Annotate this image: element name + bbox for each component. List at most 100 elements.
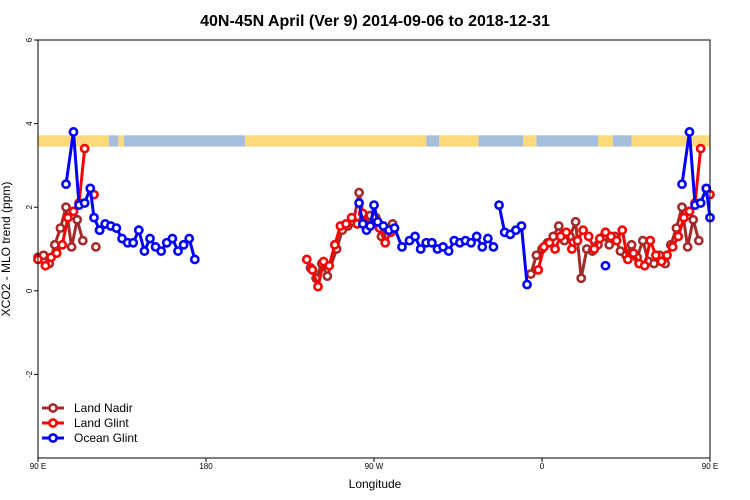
data-point-ocean-glint-2-17 — [443, 246, 454, 256]
data-point-ocean-glint-2-25 — [488, 242, 499, 252]
surface-band-land-12 — [631, 135, 710, 147]
data-point-land-nadir-3-0 — [525, 269, 536, 279]
data-point-land-glint-3-15 — [617, 225, 628, 236]
surface-type-band — [38, 135, 710, 147]
legend-swatch-marker-ocean-glint — [48, 433, 58, 443]
legend-swatch-marker-land-nadir — [48, 403, 58, 413]
x-tick-label-3: 0 — [540, 462, 545, 471]
data-point-land-glint-3-9 — [583, 231, 594, 242]
surface-band-ocean-7 — [478, 135, 524, 147]
data-point-ocean-glint-0-8 — [139, 246, 150, 256]
data-point-land-nadir-0-4 — [55, 223, 66, 233]
data-point-land-glint-3-7 — [572, 235, 583, 246]
legend-label-ocean-glint: Ocean Glint — [74, 431, 138, 445]
plot-area-frame — [37, 39, 711, 459]
axes: 90 E 180 90 W 0 90 E -2 0 2 4 6 — [25, 37, 718, 471]
data-point-ocean-glint-0-13 — [167, 233, 178, 244]
data-point-ocean-glint-2-24 — [482, 233, 493, 244]
data-point-land-glint-3-6 — [566, 244, 577, 254]
data-point-ocean-glint-2-8 — [389, 223, 400, 233]
data-point-land-nadir-0-7 — [72, 214, 83, 225]
data-point-ocean-glint-0-17 — [189, 254, 200, 265]
data-point-land-nadir-0-6 — [66, 242, 77, 252]
surface-band-land-4 — [245, 135, 427, 147]
data-point-land-glint-3-0 — [533, 264, 544, 275]
data-point-ocean-glint-1-5 — [89, 212, 99, 223]
legend-label-land-nadir: Land Nadir — [74, 401, 133, 415]
data-point-ocean-glint-3-0 — [494, 200, 504, 211]
data-point-ocean-glint-2-3 — [365, 221, 376, 231]
y-tick-label-3: 4 — [25, 121, 34, 126]
surface-band-ocean-3 — [123, 135, 246, 147]
data-point-land-glint-2-14 — [380, 237, 391, 248]
data-point-land-glint-3-2 — [544, 237, 555, 248]
x-axis-title: Longitude — [349, 477, 402, 491]
data-point-land-glint-2-5 — [329, 239, 340, 250]
data-point-ocean-glint-0-9 — [145, 233, 155, 244]
data-point-ocean-glint-1-3 — [79, 198, 90, 208]
surface-band-ocean-9 — [536, 135, 598, 147]
data-point-land-glint-3-5 — [561, 227, 572, 238]
data-point-ocean-glint-2-21 — [466, 237, 476, 248]
data-point-land-glint-3-23 — [662, 250, 672, 261]
data-point-land-nadir-3-30 — [693, 235, 704, 246]
data-point-ocean-glint-2-9 — [397, 242, 407, 252]
legend-swatch-marker-land-glint — [48, 418, 58, 428]
data-point-ocean-glint-4-4 — [701, 183, 712, 194]
chart-title: 40N-45N April (Ver 9) 2014-09-06 to 2018… — [200, 13, 550, 30]
data-point-land-nadir-3-5 — [553, 221, 564, 231]
data-point-land-nadir-2-8 — [354, 187, 364, 198]
data-point-land-glint-3-8 — [578, 225, 588, 236]
data-point-land-glint-3-25 — [673, 231, 684, 242]
y-tick-label-2: 2 — [25, 204, 34, 209]
legend-label-land-glint: Land Glint — [74, 416, 129, 430]
data-point-ocean-glint-1-6 — [94, 225, 105, 236]
data-point-ocean-glint-1-4 — [85, 183, 96, 194]
data-point-land-nadir-3-28 — [682, 242, 693, 252]
data-point-ocean-glint-2-23 — [477, 242, 488, 252]
data-point-land-nadir-3-14 — [604, 239, 615, 250]
y-tick-label-4: 6 — [25, 37, 34, 42]
data-point-ocean-glint-0-6 — [128, 237, 139, 248]
data-point-ocean-glint-2-14 — [426, 237, 437, 248]
data-point-land-glint-3-20 — [645, 235, 656, 246]
data-point-land-glint-2-1 — [307, 264, 318, 275]
surface-band-ocean-1 — [108, 135, 119, 147]
y-axis-title: XCO2 - MLO trend (ppm) — [0, 182, 13, 317]
data-point-land-glint-2-0 — [301, 254, 312, 265]
data-point-land-nadir-3-20 — [637, 235, 648, 246]
data-point-land-glint-3-24 — [667, 242, 678, 252]
data-point-land-glint-0-8 — [79, 143, 90, 154]
y-tick-label-1: 0 — [25, 288, 34, 293]
data-point-land-glint-0-1 — [40, 260, 51, 271]
data-point-ocean-glint-0-15 — [178, 239, 189, 250]
data-point-land-nadir-3-1 — [531, 250, 542, 261]
data-point-ocean-glint-2-4 — [369, 200, 379, 211]
data-point-land-glint-2-2 — [313, 281, 323, 292]
data-point-ocean-glint-4-1 — [684, 127, 695, 137]
data-point-ocean-glint-4-0 — [677, 179, 687, 190]
data-point-ocean-glint-0-7 — [133, 225, 144, 236]
data-point-land-glint-3-11 — [594, 233, 605, 244]
plot-series — [33, 127, 715, 292]
data-point-land-glint-3-27 — [684, 206, 695, 217]
data-point-land-nadir-3-9 — [576, 273, 587, 284]
data-point-land-nadir-0-5 — [61, 202, 71, 213]
legend-item-ocean-glint: Ocean Glint — [42, 431, 138, 445]
data-point-land-nadir-3-18 — [626, 239, 637, 250]
data-point-land-glint-3-10 — [589, 244, 600, 254]
data-point-land-nadir-0-8 — [77, 235, 88, 246]
data-point-ocean-glint-0-3 — [111, 223, 122, 233]
data-point-ocean-glint-0-14 — [173, 246, 183, 256]
data-point-land-glint-2-7 — [341, 219, 351, 229]
data-point-ocean-glint-2-0 — [354, 198, 364, 208]
data-point-land-glint-3-3 — [550, 244, 560, 254]
legend-item-land-glint: Land Glint — [42, 416, 129, 430]
data-point-ocean-glint-2-11 — [410, 231, 420, 242]
surface-band-ocean-5 — [426, 135, 440, 147]
data-point-ocean-glint-1-1 — [68, 127, 79, 137]
data-point-ocean-glint-2-12 — [415, 244, 426, 254]
x-tick-label-4: 90 E — [702, 462, 718, 471]
surface-band-land-6 — [439, 135, 479, 147]
